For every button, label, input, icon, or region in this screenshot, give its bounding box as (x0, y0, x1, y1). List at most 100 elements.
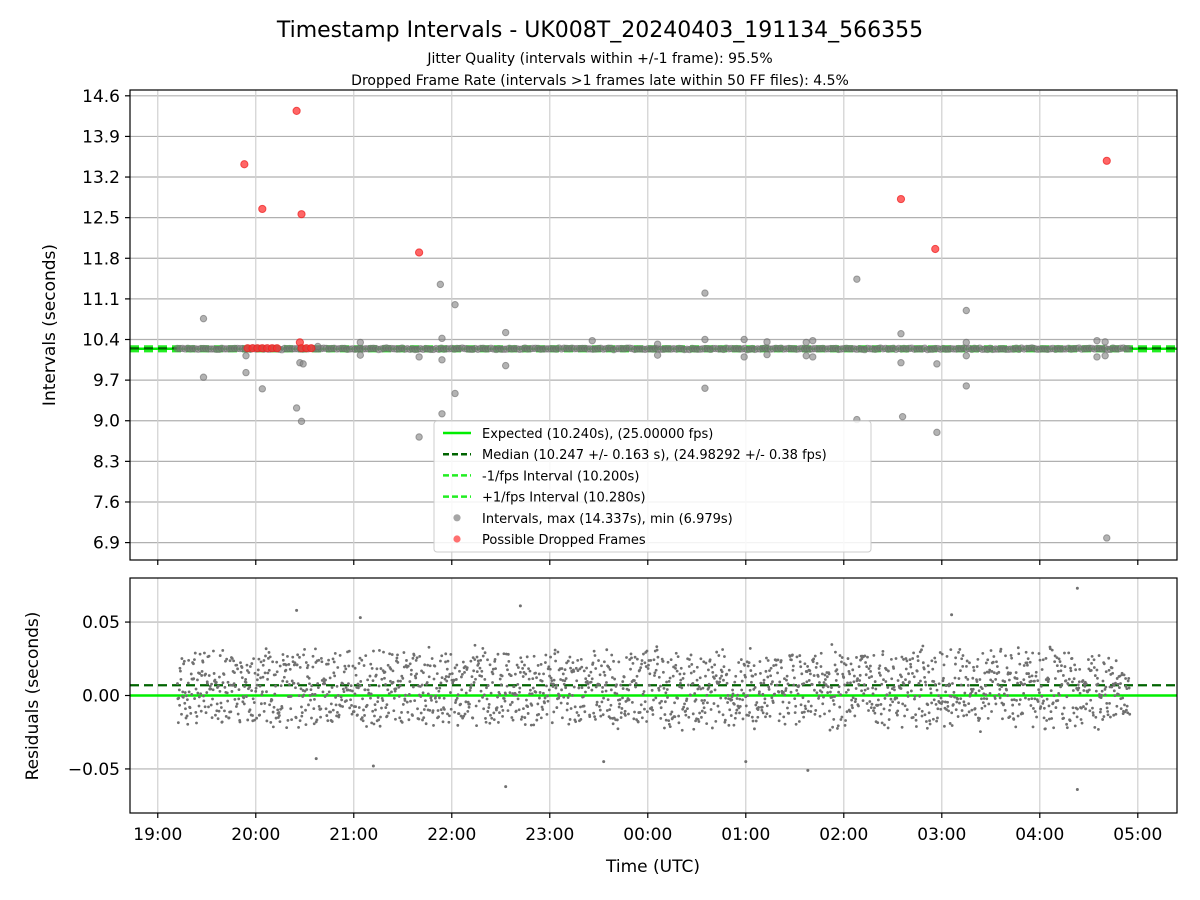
residual-point (369, 696, 372, 700)
residual-point (937, 682, 941, 686)
residual-point (663, 700, 667, 704)
residual-point (405, 659, 408, 662)
residual-point (744, 704, 748, 708)
residual-point (863, 654, 867, 658)
residual-point (504, 692, 508, 696)
residual-point (778, 680, 782, 684)
residual-point (769, 682, 773, 686)
interval-outlier-point (897, 359, 905, 367)
residual-point (569, 707, 573, 710)
residual-point (847, 670, 851, 673)
residual-point (475, 655, 479, 659)
residual-point (754, 719, 758, 723)
residual-point (657, 675, 661, 679)
residual-point (670, 710, 674, 714)
residual-point (924, 720, 928, 723)
residual-point (931, 667, 935, 671)
residual-point (750, 680, 753, 684)
residual-point (985, 697, 989, 701)
residual-point (516, 682, 520, 686)
residual-point (447, 720, 451, 724)
residual-point (181, 690, 185, 694)
residual-point (195, 714, 199, 718)
residual-point (1056, 699, 1060, 702)
residual-point (464, 700, 468, 704)
residual-point (769, 666, 773, 670)
residual-point (1097, 654, 1101, 657)
residual-point (590, 688, 594, 692)
residual-point (274, 716, 278, 720)
residual-point (1073, 663, 1077, 667)
residual-point (245, 695, 248, 698)
residual-point (673, 715, 677, 719)
residual-point (447, 675, 451, 679)
residual-point (779, 659, 783, 662)
residual-point (396, 679, 400, 683)
residual-point (253, 671, 257, 675)
residual-point (253, 718, 257, 722)
residual-point (721, 713, 725, 717)
residual-point (1100, 689, 1104, 693)
legend-box (433, 420, 872, 553)
residual-point (768, 714, 772, 718)
residual-point (218, 690, 222, 693)
residual-point (341, 687, 345, 691)
residual-point (372, 722, 376, 726)
residual-point (1079, 718, 1083, 721)
residual-point (753, 686, 757, 689)
residual-point (694, 698, 698, 702)
residual-point (690, 663, 694, 666)
residual-point (963, 703, 967, 707)
residual-point (212, 672, 216, 675)
residual-point (1052, 726, 1056, 730)
legend-entry-label: Median (10.247 +/- 0.163 s), (24.98292 +… (482, 448, 827, 463)
residual-point (309, 688, 313, 692)
residual-point (1093, 674, 1097, 677)
residuals-y-axis-label: Residuals (seconds) (23, 612, 43, 781)
residual-point (361, 719, 365, 723)
interval-outlier-point (809, 336, 817, 345)
residual-point (346, 688, 350, 692)
residual-point (622, 675, 626, 679)
residual-point (1087, 667, 1091, 671)
residual-point (409, 699, 412, 703)
residual-point (1021, 712, 1025, 715)
residual-point (647, 663, 650, 667)
residual-point (336, 694, 340, 697)
residual-point (761, 711, 765, 715)
residual-point (722, 678, 725, 682)
residual-point (419, 711, 423, 715)
residual-point (864, 673, 868, 677)
dropped-frame-points (240, 106, 1111, 353)
residual-point (449, 653, 453, 656)
residual-point (713, 688, 717, 692)
residual-point (781, 700, 785, 704)
residual-point (482, 707, 486, 711)
residual-point (354, 705, 358, 709)
residual-point (370, 721, 374, 725)
residual-point (446, 659, 450, 663)
residual-point (696, 717, 700, 721)
residual-point (650, 688, 654, 692)
residual-point (880, 682, 884, 686)
residual-point (844, 719, 847, 722)
residual-point (303, 647, 306, 651)
residual-point (500, 674, 504, 678)
residual-point (962, 714, 966, 718)
residual-point (259, 676, 262, 680)
interval-outlier-point (297, 417, 306, 426)
intervals-y-ticks: 6.97.68.39.09.710.411.111.812.513.213.91… (82, 87, 1139, 565)
residual-extreme-point (518, 604, 522, 608)
residual-point (527, 677, 531, 681)
residual-point (502, 697, 506, 700)
residual-point (377, 718, 381, 722)
residual-point (222, 673, 226, 676)
residual-point (686, 707, 689, 711)
residual-point (568, 718, 572, 721)
residual-point (416, 707, 419, 711)
residual-point (472, 681, 476, 684)
interval-outlier-point (962, 306, 970, 315)
interval-outlier-point (740, 335, 748, 344)
residual-point (327, 690, 331, 694)
residual-point (886, 669, 890, 673)
